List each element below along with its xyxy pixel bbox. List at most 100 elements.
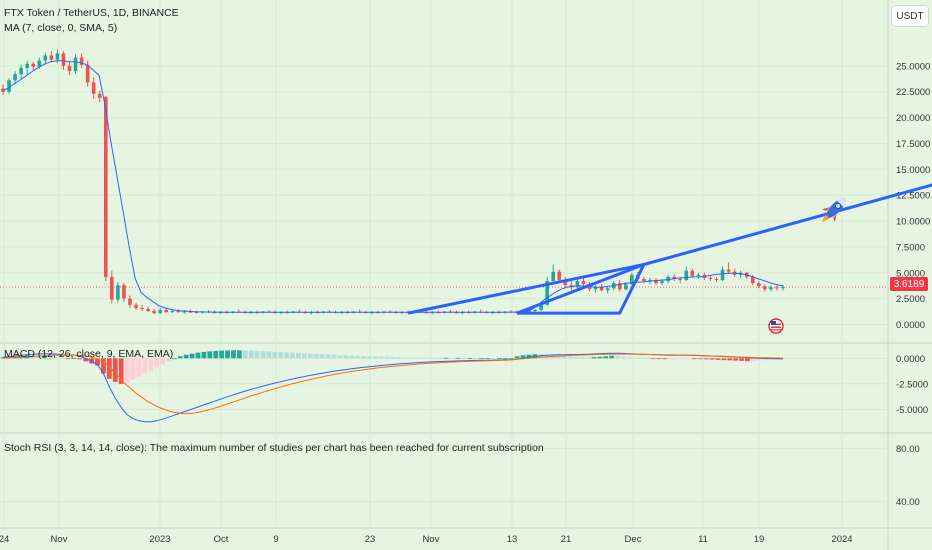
candle-body[interactable]	[152, 311, 156, 314]
macd-histogram-bar	[733, 358, 739, 361]
price-pane[interactable]	[0, 49, 888, 315]
candle-body[interactable]	[194, 312, 199, 314]
candle-body[interactable]	[533, 310, 537, 312]
candle-body[interactable]	[73, 57, 78, 72]
candle-body[interactable]	[720, 269, 725, 280]
candle-body[interactable]	[623, 284, 628, 290]
candle-body[interactable]	[61, 53, 66, 66]
macd-histogram-bar	[638, 357, 644, 359]
candle-body[interactable]	[134, 304, 138, 308]
candle-body[interactable]	[726, 269, 731, 272]
macd-histogram-bar	[361, 356, 366, 359]
moving-average-line	[2, 60, 784, 313]
trendline[interactable]	[407, 263, 645, 315]
stoch-rsi-legend: Stoch RSI (3, 3, 14, 14, close): The max…	[4, 442, 544, 454]
candle-body[interactable]	[103, 96, 108, 277]
candle-body[interactable]	[599, 287, 604, 291]
candle-body[interactable]	[182, 311, 187, 313]
candle-body[interactable]	[593, 287, 598, 290]
candle-body[interactable]	[527, 311, 531, 313]
candle-body[interactable]	[775, 287, 779, 289]
macd-histogram-bar	[408, 357, 414, 359]
currency-button[interactable]: USDT	[891, 5, 929, 27]
macd-histogram-bar	[656, 358, 662, 360]
candle-body[interactable]	[176, 311, 181, 313]
macd-legend[interactable]: MACD (12, 26, close, 9, EMA, EMA)	[4, 348, 174, 360]
candle-body[interactable]	[91, 82, 96, 94]
candle-body[interactable]	[49, 55, 54, 60]
candle-body[interactable]	[122, 285, 126, 299]
macd-histogram-bar	[561, 355, 567, 359]
candle-body[interactable]	[750, 276, 755, 284]
candle-body[interactable]	[575, 281, 580, 288]
macd-histogram-bar	[71, 358, 77, 359]
trendline[interactable]	[516, 263, 646, 315]
candle-body[interactable]	[85, 64, 90, 83]
macd-histogram-bar	[53, 357, 59, 359]
candle-body[interactable]	[781, 287, 785, 289]
macd-histogram-bar	[65, 358, 71, 360]
candle-body[interactable]	[660, 281, 664, 284]
price-tick-label: 5.0000	[896, 268, 925, 279]
time-tick-label: 21	[561, 534, 572, 545]
candle-body[interactable]	[67, 65, 72, 72]
candle-body[interactable]	[563, 280, 568, 286]
candle-body[interactable]	[666, 276, 670, 282]
candle-body[interactable]	[170, 311, 175, 313]
candle-body[interactable]	[79, 57, 84, 65]
macd-histogram-bar	[343, 355, 349, 359]
candle-body[interactable]	[13, 74, 17, 81]
candle-body[interactable]	[97, 93, 102, 98]
candle-body[interactable]	[581, 281, 586, 285]
candle-body[interactable]	[763, 286, 767, 290]
macd-histogram-bar	[148, 358, 154, 371]
macd-histogram-bar	[538, 354, 544, 359]
candle-body[interactable]	[708, 277, 713, 279]
candle-body[interactable]	[557, 271, 562, 280]
candle-body[interactable]	[769, 287, 773, 290]
candle-body[interactable]	[672, 276, 676, 279]
candle-body[interactable]	[116, 285, 120, 300]
candle-body[interactable]	[25, 63, 29, 68]
macd-histogram-bar	[467, 358, 473, 359]
ma-legend[interactable]: MA (7, close, 0, SMA, 5)	[4, 22, 118, 34]
macd-pane[interactable]	[0, 350, 786, 423]
candle-body[interactable]	[630, 274, 634, 285]
candle-body[interactable]	[678, 278, 683, 280]
candle-body[interactable]	[648, 280, 652, 282]
candle-body[interactable]	[642, 278, 646, 282]
macd-histogram-bar	[609, 355, 615, 359]
candle-body[interactable]	[757, 283, 761, 287]
candle-body[interactable]	[551, 271, 556, 282]
macd-histogram-bar	[644, 358, 650, 359]
macd-tick-label: -5.0000	[896, 405, 928, 416]
candle-body[interactable]	[696, 274, 701, 276]
candle-body[interactable]	[654, 280, 658, 284]
trendline[interactable]	[643, 131, 932, 266]
candle-body[interactable]	[110, 276, 114, 300]
candle-body[interactable]	[146, 308, 150, 312]
candle-body[interactable]	[690, 270, 695, 276]
candle-body[interactable]	[31, 63, 36, 67]
candle-body[interactable]	[7, 80, 11, 92]
candle-body[interactable]	[545, 281, 549, 305]
candle-body[interactable]	[617, 283, 622, 290]
candle-body[interactable]	[43, 55, 48, 61]
candle-body[interactable]	[19, 67, 23, 75]
candle-body[interactable]	[539, 304, 543, 310]
macd-tick-label: 0.0000	[896, 354, 925, 365]
candle-body[interactable]	[37, 60, 42, 67]
candle-body[interactable]	[140, 307, 144, 309]
price-tick-label: 2.5000	[896, 294, 925, 305]
candle-body[interactable]	[128, 298, 132, 305]
candle-body[interactable]	[188, 311, 193, 313]
candle-body[interactable]	[164, 310, 169, 313]
trendline-drawings[interactable]	[407, 124, 932, 315]
candle-body[interactable]	[55, 53, 60, 60]
candle-body[interactable]	[605, 288, 610, 291]
candle-body[interactable]	[684, 270, 689, 280]
candle-body[interactable]	[714, 278, 719, 280]
candle-body[interactable]	[158, 310, 163, 314]
macd-histogram-bar	[183, 354, 189, 359]
